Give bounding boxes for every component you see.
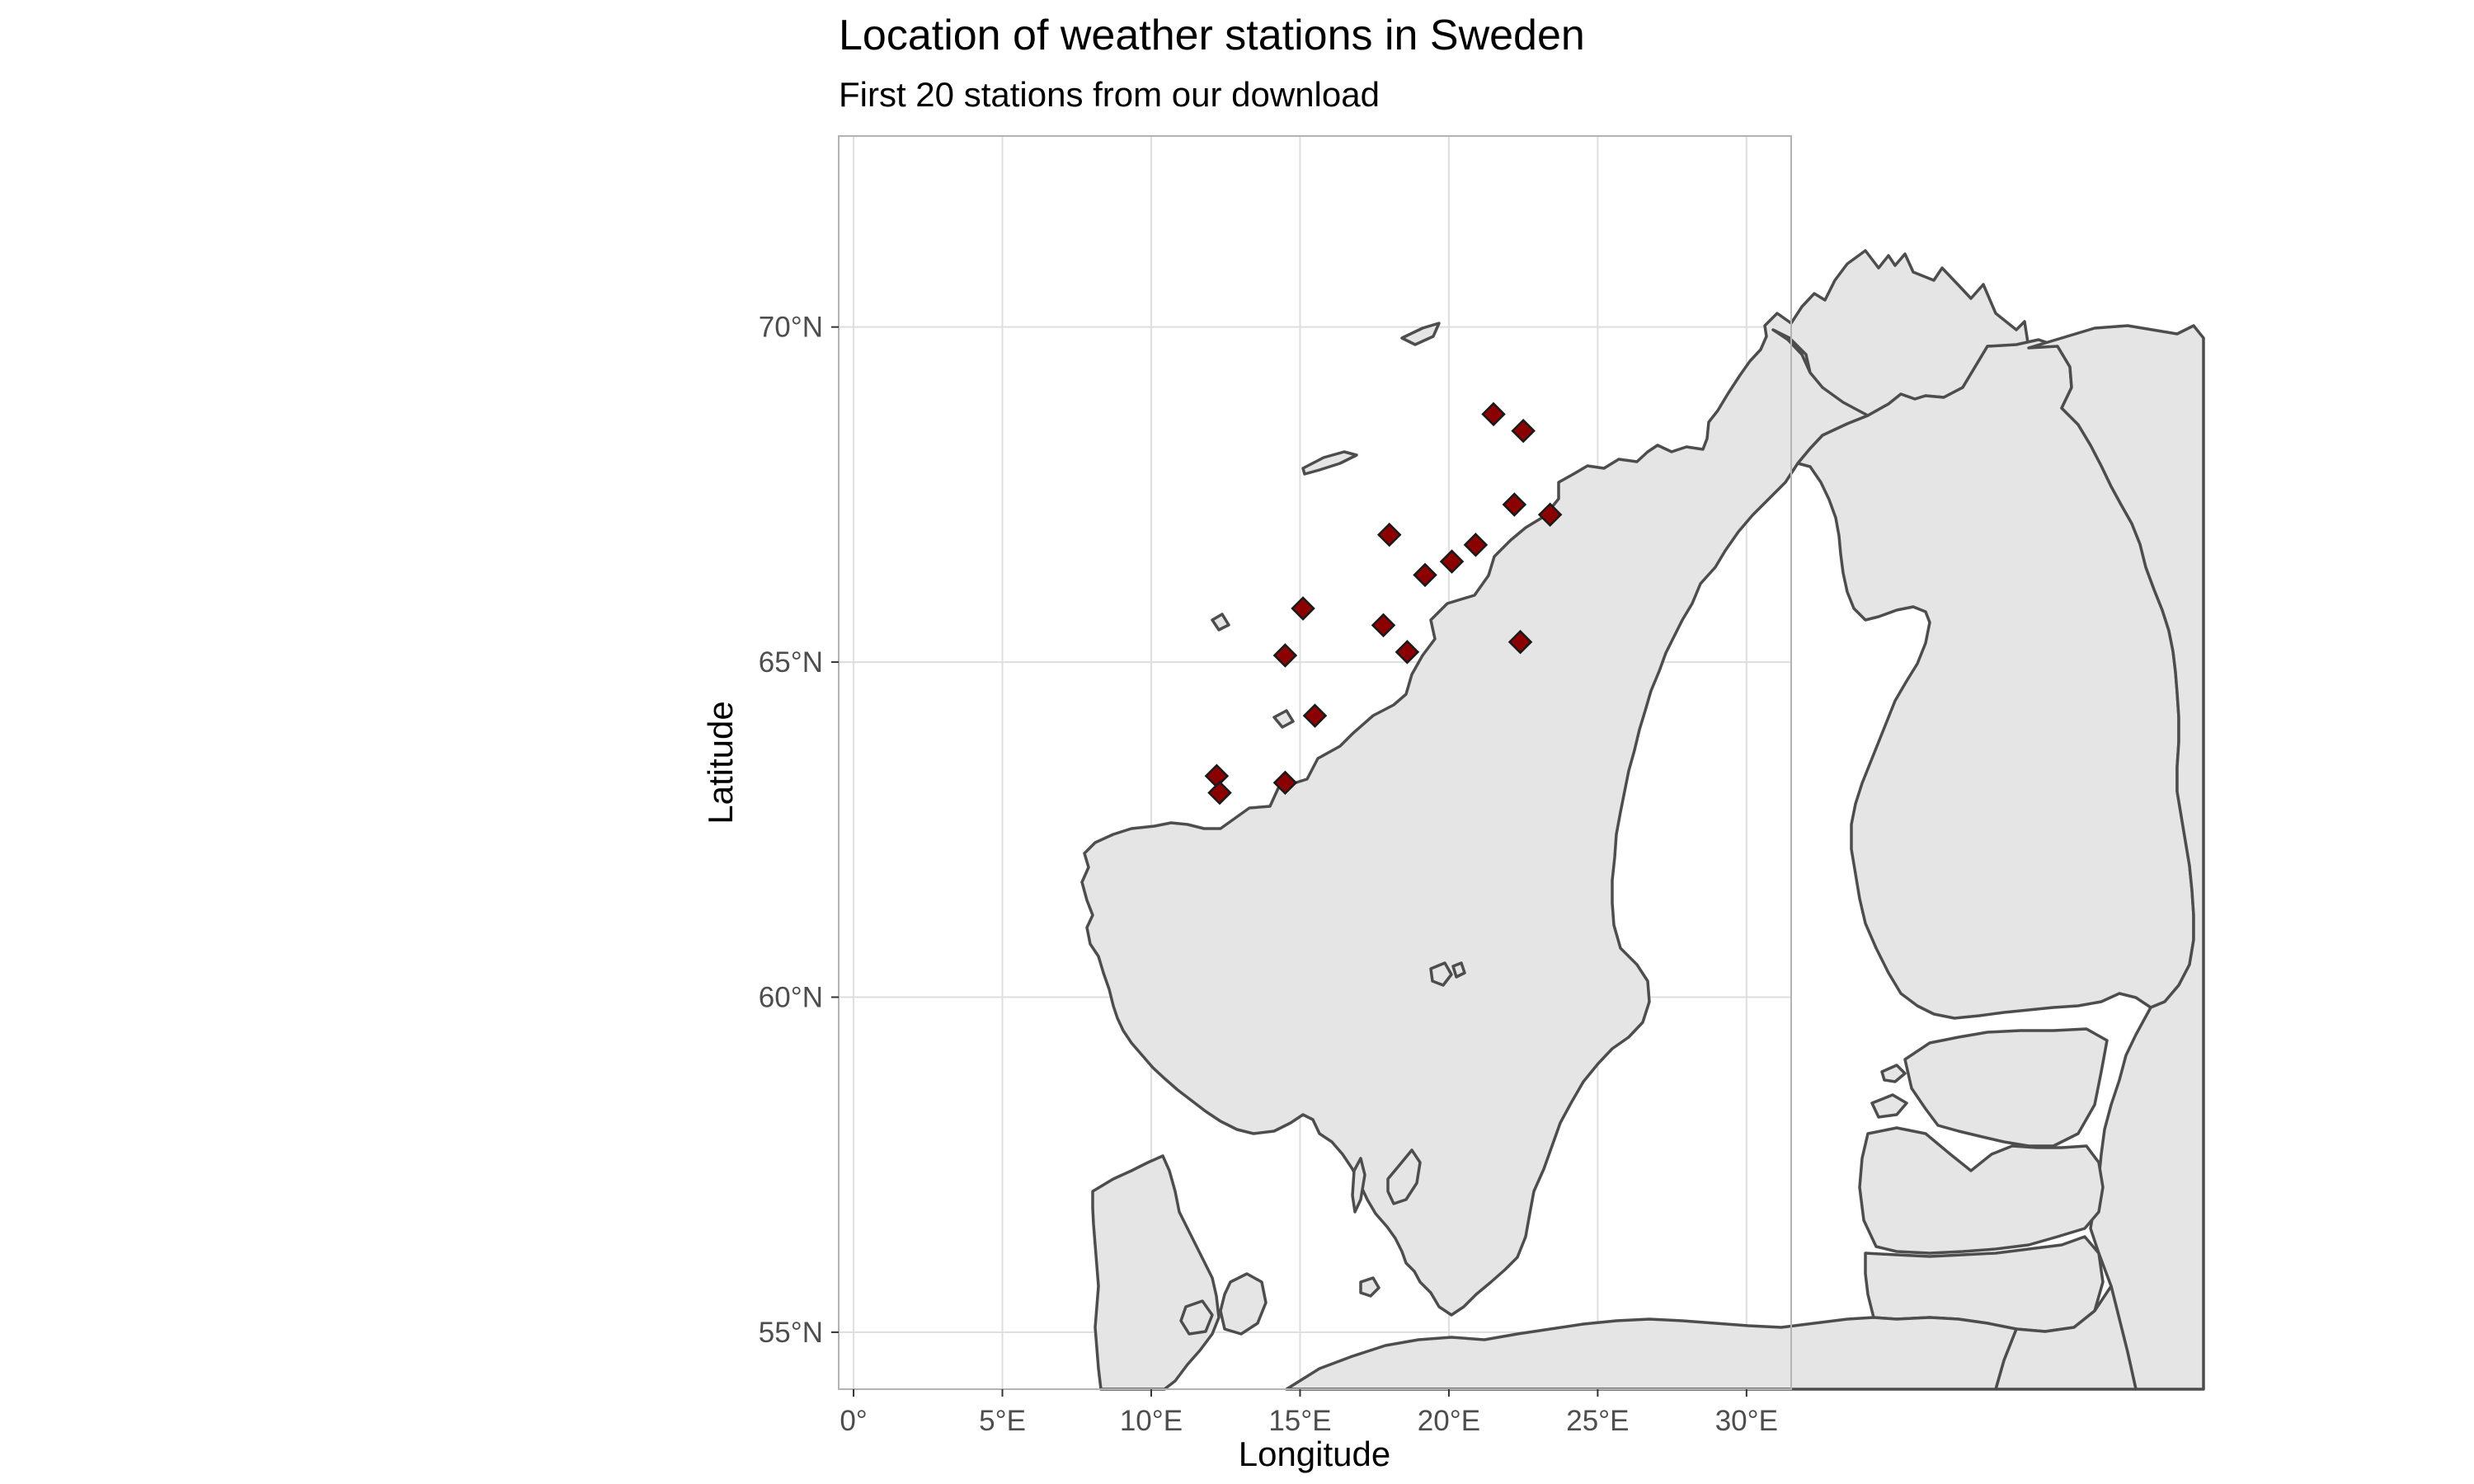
land-oland	[1351, 1157, 1366, 1214]
station-markers	[1204, 402, 1563, 805]
land-norway-isle-1	[1272, 709, 1295, 729]
station-marker	[1376, 522, 1402, 547]
map-title: Location of weather stations in Sweden	[839, 12, 1585, 59]
land-denmark-zealand	[1219, 1272, 1268, 1336]
land-norway-island	[1400, 322, 1441, 346]
x-tick-label: 25°E	[1566, 1405, 1629, 1437]
station-marker	[1481, 402, 1506, 427]
station-marker	[1502, 492, 1527, 517]
map-panel	[838, 135, 2205, 1391]
x-tick-label: 15°E	[1268, 1405, 1331, 1437]
station-marker	[1511, 418, 1536, 444]
land-saaremaa	[1870, 1093, 1908, 1119]
station-marker	[1507, 629, 1533, 655]
x-tick-label: 30°E	[1715, 1405, 1778, 1437]
station-marker	[1302, 703, 1328, 728]
x-axis-title: Longitude	[1239, 1435, 1391, 1473]
station-marker	[1272, 770, 1298, 796]
station-marker	[1395, 640, 1420, 665]
station-marker	[1439, 549, 1465, 574]
land-latvia	[1858, 1126, 2105, 1255]
x-tick-label: 5°E	[979, 1405, 1026, 1437]
station-marker	[1371, 613, 1396, 638]
station-marker	[1291, 596, 1315, 621]
y-tick-label: 70°N	[759, 312, 823, 344]
land-lofoten	[1301, 450, 1358, 476]
station-marker	[1413, 562, 1437, 588]
land-aland-small	[1451, 961, 1466, 979]
station-marker	[1272, 643, 1298, 668]
land-hiiumaa	[1880, 1064, 1907, 1083]
land-estonia	[1903, 1027, 2109, 1148]
y-tick-label: 65°N	[759, 646, 823, 679]
panel-border	[838, 135, 1792, 1390]
station-marker	[1537, 502, 1563, 528]
x-tick-label: 10°E	[1120, 1405, 1183, 1437]
land-norway-sweden	[1080, 249, 2030, 1317]
x-tick-label: 20°E	[1418, 1405, 1480, 1437]
y-tick-label: 60°N	[759, 981, 823, 1013]
land-norway-isle-2	[1211, 613, 1230, 632]
land-aland	[1429, 961, 1453, 987]
map-subtitle: First 20 stations from our download	[839, 75, 1380, 114]
x-tick-label: 0°	[840, 1405, 867, 1437]
x-axis-ticks: 0° 5°E 10°E 15°E 20°E 25°E 30°E	[840, 1389, 1778, 1437]
station-marker	[1463, 533, 1489, 557]
land-denmark-funen	[1179, 1299, 1214, 1336]
y-tick-label: 55°N	[759, 1317, 823, 1349]
basemap	[1080, 249, 2205, 1391]
y-axis-title: Latitude	[701, 701, 740, 824]
land-gotland	[1386, 1148, 1422, 1205]
station-marker	[1207, 780, 1232, 805]
y-axis-ticks: 55°N 60°N 65°N 70°N	[759, 312, 839, 1349]
land-bornholm	[1359, 1276, 1380, 1298]
land-kaliningrad-poland	[1285, 1316, 2018, 1391]
